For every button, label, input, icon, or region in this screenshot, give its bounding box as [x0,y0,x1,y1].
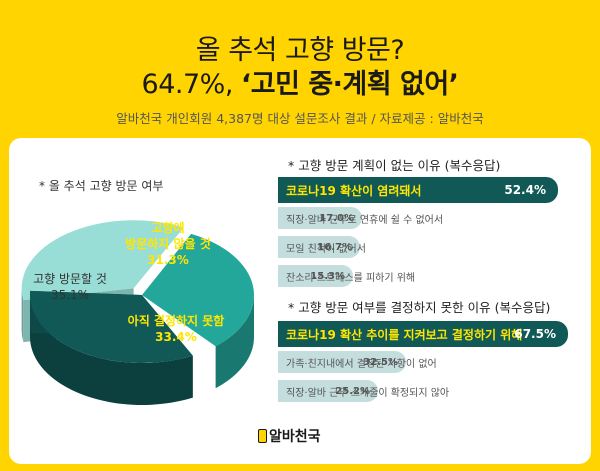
title-line-2: 64.7%, ‘고민 중·계획 없어’ [0,62,600,101]
bar-row: 잔소리·스트레스를 피하기 위해 15.3% [278,265,415,287]
bar [278,177,558,203]
bar-category-label: 코로나19 확산 추이를 지켜보고 결정하기 위해 [286,327,523,342]
bar [278,351,406,373]
bar-value-label: 52.4% [504,183,546,197]
bar-row: 코로나19 확산 추이를 지켜보고 결정하기 위해 67.5% [278,321,568,347]
pie-label-1: 고향에 방문하지 않을 것 31.3% [125,220,211,267]
bar-category-label: 잔소리·스트레스를 피하기 위해 [286,272,416,284]
title-percent: 64.7%, [141,69,241,100]
pie-slice-2 [29,290,193,405]
bar-value-label: 16.7% [317,241,352,253]
pie-chart-title: * 올 추석 고향 방문 여부 [39,179,164,193]
bar-category-label: 직장·알바 근무로 연휴에 쉴 수 없어서 [286,214,444,226]
bar-category-label: 가족·친지내에서 결정된 사항이 없어 [286,358,437,370]
title-quote: ‘고민 중·계획 없어’ [240,69,459,100]
bar [278,321,568,347]
bar [278,380,378,402]
bar-value-label: 15.3% [310,270,345,282]
bar-category-label: 코로나19 확산이 염려돼서 [286,183,422,198]
albacheonguk-logo: 알바천국 [258,426,321,446]
bar-category-label: 모일 친척이 없어서 [286,243,366,255]
subtitle: 알바천국 개인회원 4,387명 대상 설문조사 결과 / 자료제공 : 알바천… [116,111,484,126]
bar-value-label: 25.2% [335,385,370,397]
bar [278,265,353,287]
bar-chart-title-2: * 고향 방문 여부를 결정하지 못한 이유 (복수응답) [288,300,551,315]
logo-icon [258,429,267,443]
bar-value-label: 32.5% [363,356,398,368]
bar-value-label: 67.5% [514,327,556,341]
bar-category-label: 직장·알바 근무 스케줄이 확정되지 않아 [286,387,450,399]
bar-row: 코로나19 확산이 염려돼서 52.4% [278,177,558,203]
pie-slice-1 [142,233,254,389]
title-line-1: 올 추석 고향 방문? [195,35,405,66]
bar-row: 가족·친지내에서 결정된 사항이 없어 32.5% [278,351,437,373]
bar-value-label: 17.0% [319,212,354,224]
bar-chart-title-1: * 고향 방문 계획이 없는 이유 (복수응답) [288,158,501,173]
bar [278,207,362,229]
bar-row: 직장·알바 근무로 연휴에 쉴 수 없어서 17.0% [278,207,443,229]
pie-label-0: 고향 방문할 것 35.1% [33,272,107,302]
pie-label-2: 아직 결정하지 못함 33.4% [128,313,225,344]
logo-text: 알바천국 [269,429,321,445]
bar [278,236,360,258]
bar-row: 직장·알바 근무 스케줄이 확정되지 않아 25.2% [278,380,449,402]
bar-row: 모일 친척이 없어서 16.7% [278,236,366,258]
